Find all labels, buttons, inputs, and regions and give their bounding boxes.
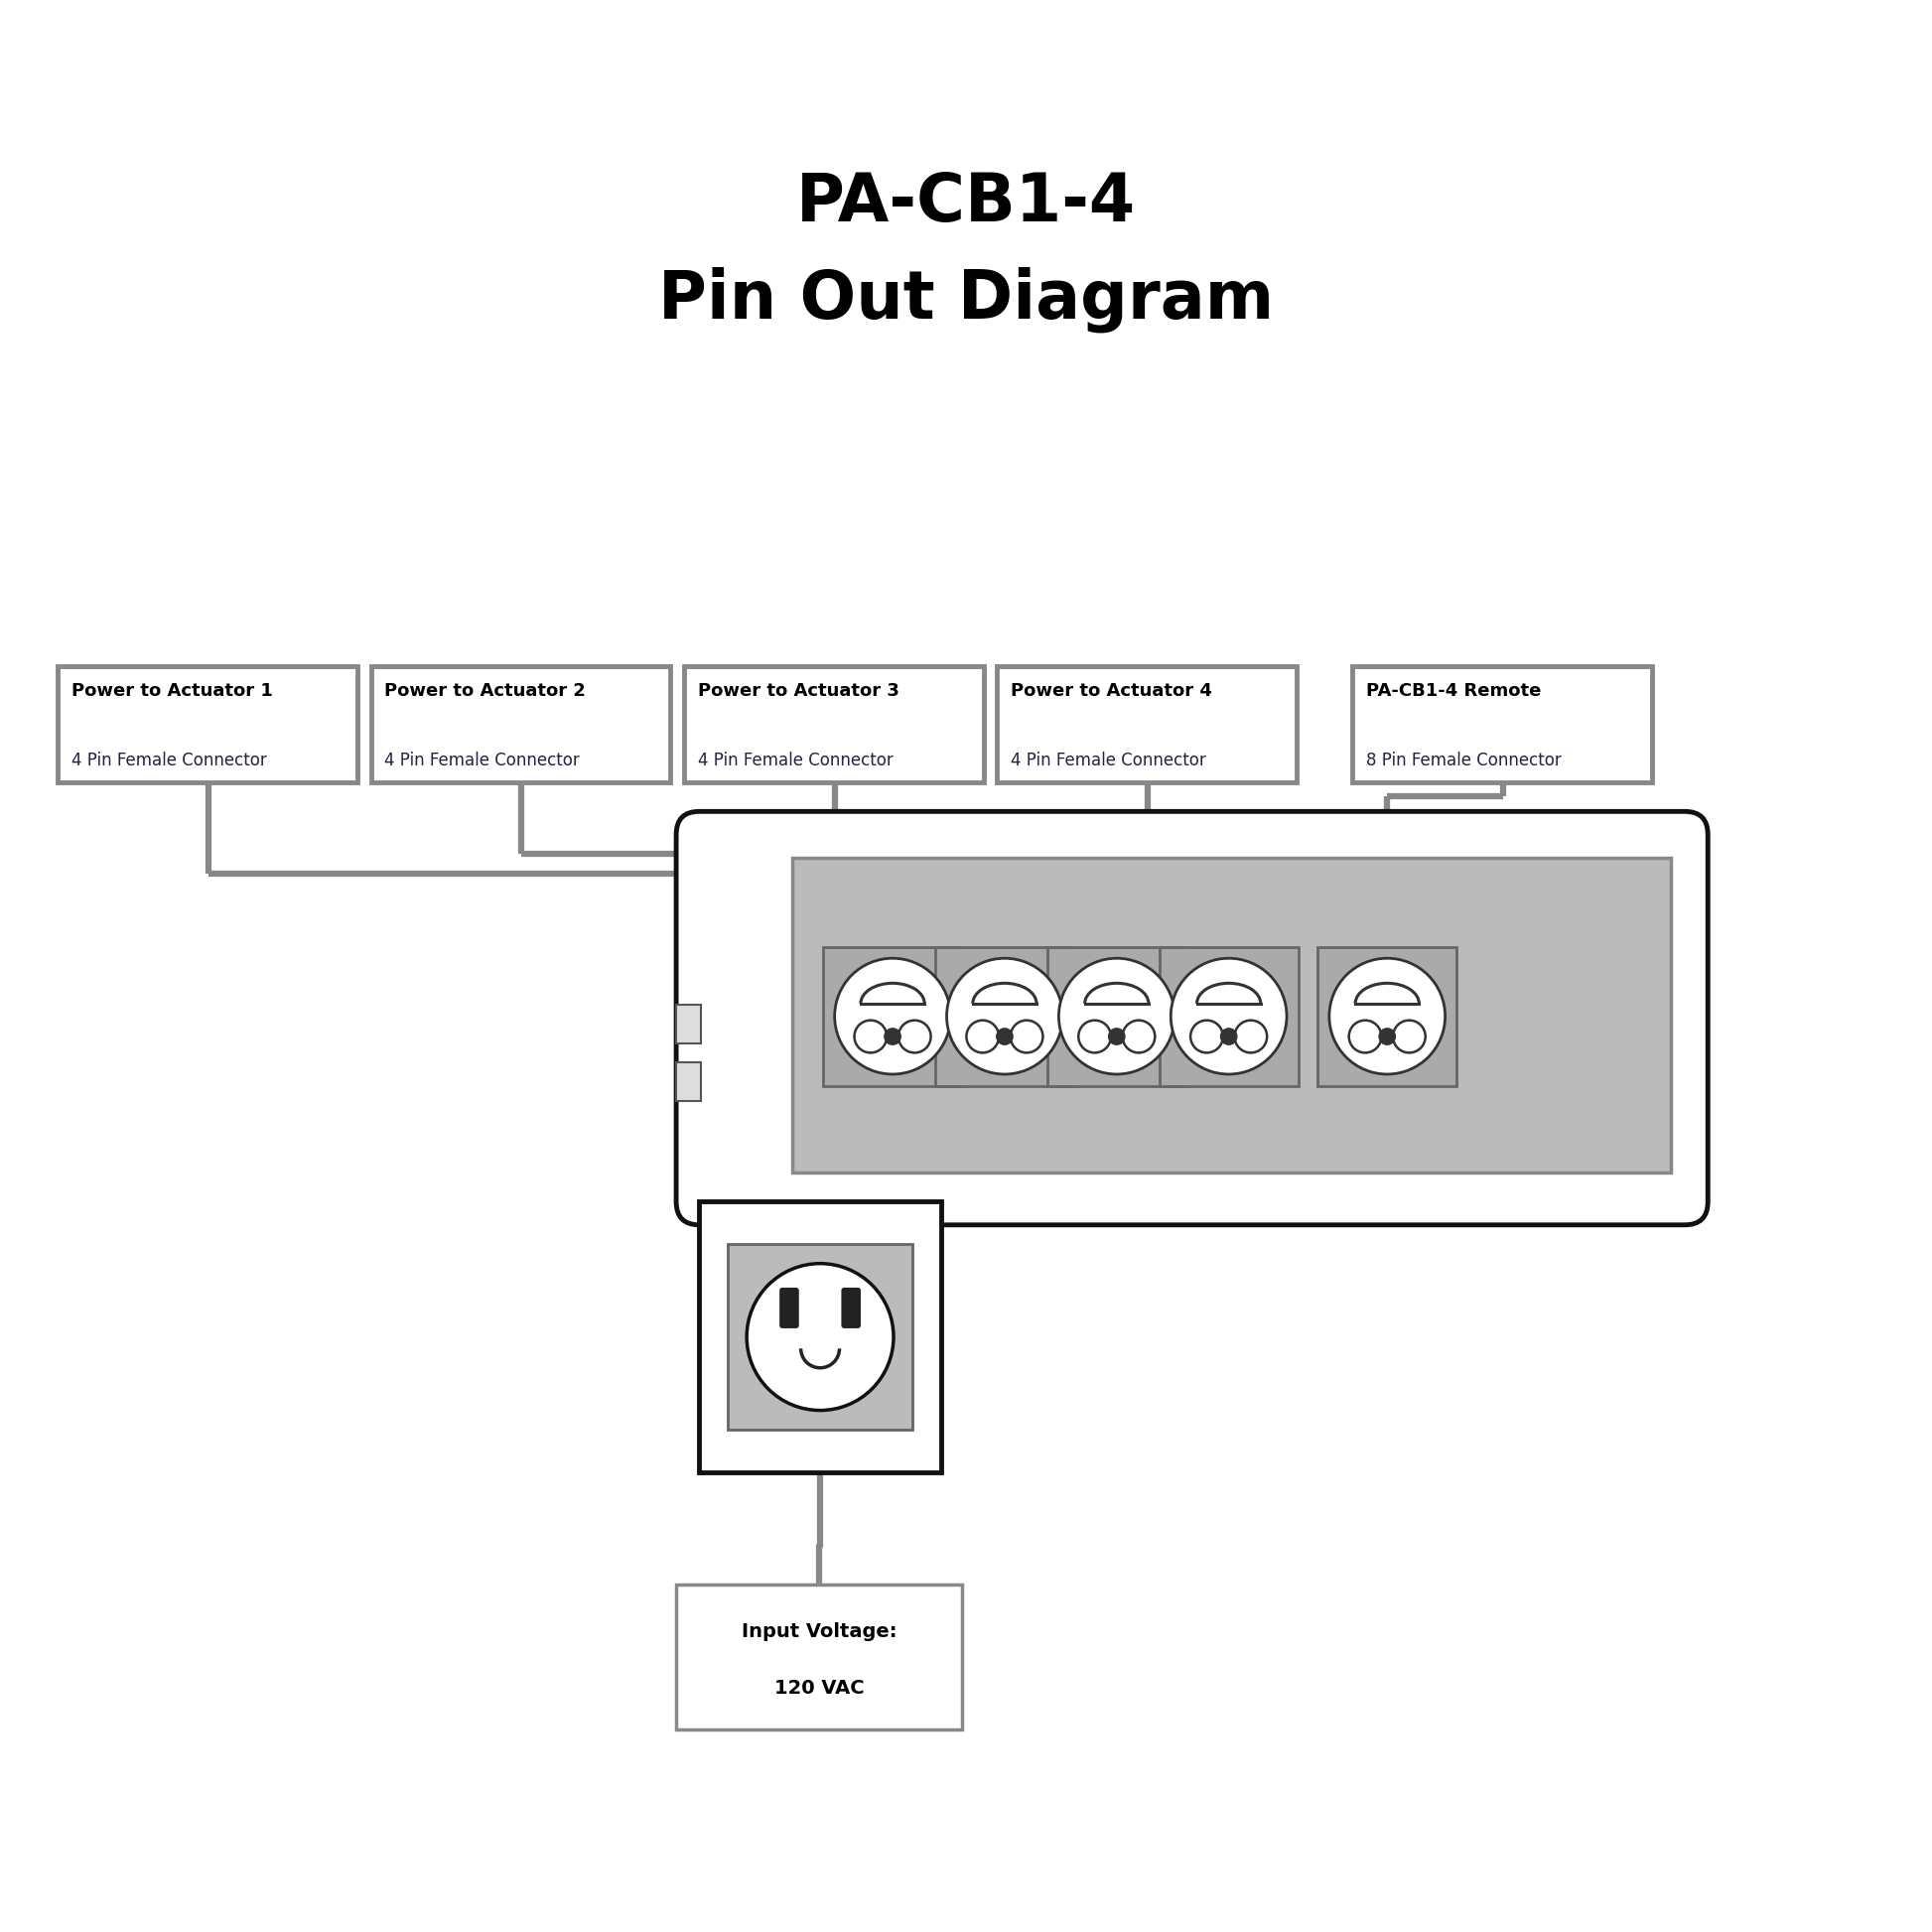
FancyBboxPatch shape (676, 811, 1708, 1225)
FancyBboxPatch shape (823, 947, 962, 1086)
FancyBboxPatch shape (58, 667, 357, 782)
Text: 120 VAC: 120 VAC (775, 1679, 864, 1698)
Text: Pin Out Diagram: Pin Out Diagram (659, 267, 1273, 332)
Circle shape (1190, 1020, 1223, 1053)
Text: Power to Actuator 2: Power to Actuator 2 (384, 682, 585, 699)
Text: Input Voltage:: Input Voltage: (742, 1623, 896, 1642)
Circle shape (1235, 1020, 1267, 1053)
Text: Power to Actuator 3: Power to Actuator 3 (697, 682, 898, 699)
FancyBboxPatch shape (842, 1289, 860, 1327)
FancyBboxPatch shape (781, 1289, 798, 1327)
Circle shape (1349, 1020, 1381, 1053)
Circle shape (854, 1020, 887, 1053)
FancyBboxPatch shape (726, 1244, 914, 1430)
Circle shape (1329, 958, 1445, 1074)
FancyBboxPatch shape (371, 667, 670, 782)
Circle shape (885, 1028, 900, 1045)
Text: 4 Pin Female Connector: 4 Pin Female Connector (71, 752, 267, 769)
FancyBboxPatch shape (1047, 947, 1186, 1086)
Text: 4 Pin Female Connector: 4 Pin Female Connector (1010, 752, 1206, 769)
FancyBboxPatch shape (935, 947, 1074, 1086)
Circle shape (1221, 1028, 1236, 1045)
Circle shape (835, 958, 951, 1074)
Circle shape (997, 1028, 1012, 1045)
Circle shape (1393, 1020, 1426, 1053)
FancyBboxPatch shape (684, 667, 983, 782)
FancyBboxPatch shape (676, 1005, 701, 1043)
Circle shape (1171, 958, 1287, 1074)
Text: Power to Actuator 1: Power to Actuator 1 (71, 682, 272, 699)
Text: PA-CB1-4: PA-CB1-4 (796, 170, 1136, 236)
Circle shape (746, 1264, 893, 1410)
Text: Power to Actuator 4: Power to Actuator 4 (1010, 682, 1211, 699)
FancyBboxPatch shape (676, 1063, 701, 1101)
Circle shape (1078, 1020, 1111, 1053)
FancyBboxPatch shape (699, 1202, 941, 1472)
Circle shape (1010, 1020, 1043, 1053)
Circle shape (947, 958, 1063, 1074)
Circle shape (1059, 958, 1175, 1074)
Circle shape (1122, 1020, 1155, 1053)
Text: 8 Pin Female Connector: 8 Pin Female Connector (1366, 752, 1561, 769)
FancyBboxPatch shape (1352, 667, 1652, 782)
Circle shape (898, 1020, 931, 1053)
Circle shape (1109, 1028, 1124, 1045)
Text: PA-CB1-4 Remote: PA-CB1-4 Remote (1366, 682, 1542, 699)
FancyBboxPatch shape (1159, 947, 1298, 1086)
Circle shape (1379, 1028, 1395, 1045)
FancyBboxPatch shape (792, 858, 1671, 1173)
FancyBboxPatch shape (997, 667, 1296, 782)
FancyBboxPatch shape (676, 1584, 962, 1729)
FancyBboxPatch shape (1318, 947, 1457, 1086)
Text: 4 Pin Female Connector: 4 Pin Female Connector (384, 752, 580, 769)
Text: 4 Pin Female Connector: 4 Pin Female Connector (697, 752, 893, 769)
Circle shape (966, 1020, 999, 1053)
